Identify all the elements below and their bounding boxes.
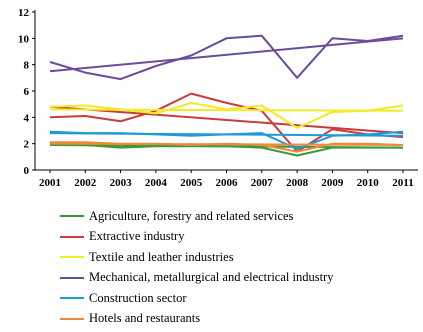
legend-label: Construction sector xyxy=(89,290,187,305)
legend-item: Agriculture, forestry and related servic… xyxy=(60,206,420,227)
y-tick-label: 8 xyxy=(24,60,30,72)
x-tick-label: 2008 xyxy=(286,177,309,189)
series-trend-line xyxy=(49,143,404,149)
x-tick-label: 2009 xyxy=(321,177,344,189)
series-6 xyxy=(49,141,404,153)
legend-swatch xyxy=(60,215,84,218)
legend-swatch xyxy=(60,256,84,259)
legend-item: Extractive industry xyxy=(60,227,420,248)
x-tick-labels: 2001 2002 2003 2004 2005 2006 2007 2008 2009 2010… xyxy=(39,170,414,189)
legend-swatch xyxy=(60,235,84,238)
x-tick-label: 2004 xyxy=(145,177,168,189)
y-tick-label: 0 xyxy=(24,165,30,177)
series-line xyxy=(49,34,404,81)
x-tick-label: 2003 xyxy=(110,177,133,189)
series-4 xyxy=(49,34,404,81)
legend-swatch xyxy=(60,276,84,279)
y-tick-label: 12 xyxy=(18,7,30,19)
legend-item: Mechanical, metallurgical and electrical… xyxy=(60,268,420,289)
x-tick-label: 2006 xyxy=(216,177,239,189)
series-trend-line xyxy=(49,142,404,146)
legend-label: Hotels and restaurants xyxy=(89,311,201,326)
y-tick-label: 2 xyxy=(24,139,30,151)
legend-item: Construction sector xyxy=(60,288,420,309)
y-tick-label: 6 xyxy=(24,86,30,98)
x-tick-label: 2005 xyxy=(180,177,203,189)
x-tick-label: 2002 xyxy=(74,177,97,189)
series-trend-line xyxy=(49,37,404,73)
y-tick-label: 4 xyxy=(24,112,30,124)
x-tick-label: 2010 xyxy=(357,177,380,189)
legend-swatch xyxy=(60,317,84,320)
series-5 xyxy=(49,130,404,150)
line-chart: 2001 2002 2003 2004 2005 2006 2007 2008 2009 2010… xyxy=(18,7,418,189)
legend-swatch xyxy=(60,297,84,300)
series-1 xyxy=(49,143,404,157)
x-tick-label: 2011 xyxy=(392,177,413,189)
series-trend-line xyxy=(49,105,404,135)
series-line xyxy=(49,101,404,129)
series-line xyxy=(49,92,404,153)
series-trend-line xyxy=(49,132,404,137)
series-layer xyxy=(49,34,404,157)
x-tick-label: 2001 xyxy=(39,177,61,189)
legend-label: Agriculture, forestry and related servic… xyxy=(89,208,294,223)
legend-item: Textile and leather industries xyxy=(60,247,420,268)
legend-item: Hotels and restaurants xyxy=(60,309,420,330)
series-2 xyxy=(49,92,404,153)
legend-label: Mechanical, metallurgical and electrical… xyxy=(89,270,334,285)
y-tick-label: 10 xyxy=(18,33,30,45)
chart-legend: Agriculture, forestry and related servic… xyxy=(60,206,420,329)
y-tick-labels: 0 2 4 6 8 10 12 xyxy=(18,7,35,177)
x-tick-label: 2007 xyxy=(251,177,274,189)
legend-label: Extractive industry xyxy=(89,229,185,244)
series-3 xyxy=(49,101,404,129)
series-trend-line xyxy=(49,108,404,112)
legend-label: Textile and leather industries xyxy=(89,249,234,264)
